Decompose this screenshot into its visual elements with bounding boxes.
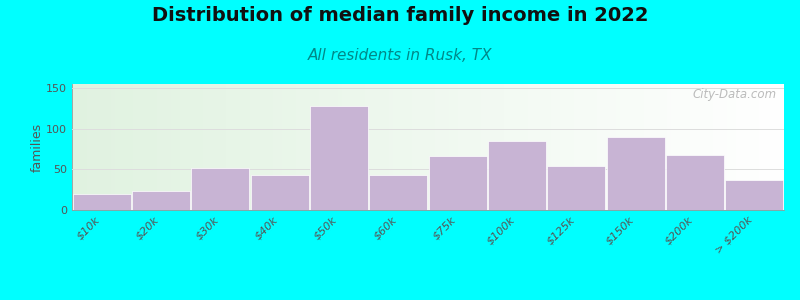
Bar <box>370 175 427 210</box>
Bar <box>488 141 546 210</box>
Bar <box>429 155 486 210</box>
Text: All residents in Rusk, TX: All residents in Rusk, TX <box>308 48 492 63</box>
Bar <box>310 106 368 210</box>
Bar <box>73 194 130 210</box>
Y-axis label: families: families <box>30 122 43 172</box>
Bar <box>666 155 724 210</box>
Text: City-Data.com: City-Data.com <box>693 88 777 101</box>
Text: Distribution of median family income in 2022: Distribution of median family income in … <box>152 6 648 25</box>
Bar <box>726 180 783 210</box>
Bar <box>547 166 606 210</box>
Bar <box>191 168 250 210</box>
Bar <box>250 175 309 210</box>
Bar <box>606 137 665 210</box>
Bar <box>132 191 190 210</box>
